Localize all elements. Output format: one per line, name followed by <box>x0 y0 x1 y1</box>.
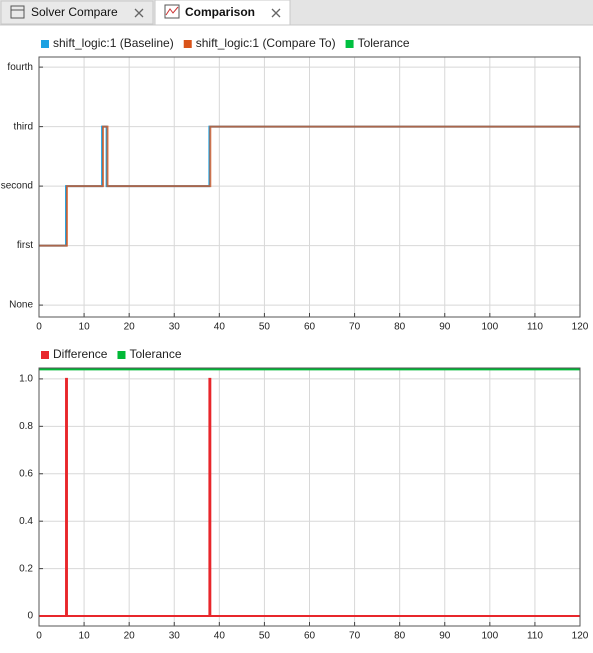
x-tick-label: 60 <box>304 322 316 333</box>
plot-border <box>38 56 581 318</box>
tab-icon <box>10 5 25 19</box>
x-tick-label: 50 <box>259 322 271 333</box>
y-tick-label: 0.8 <box>19 421 33 432</box>
x-tick-label: 90 <box>439 631 451 642</box>
y-tick-label: 0 <box>27 611 33 622</box>
tab-active[interactable] <box>154 0 291 26</box>
series-line <box>39 125 580 247</box>
x-tick-label: 0 <box>36 322 42 333</box>
y-tick-label: second <box>1 181 33 192</box>
legend-swatch <box>117 351 126 359</box>
y-tick-label: first <box>17 240 33 251</box>
tab-label: Comparison <box>185 5 255 19</box>
y-tick-label: 0.6 <box>19 468 33 479</box>
plot-border <box>38 367 581 627</box>
x-tick-label: 60 <box>304 631 316 642</box>
x-tick-label: 40 <box>214 631 226 642</box>
y-tick-label: fourth <box>7 62 33 73</box>
x-tick-label: 20 <box>124 631 136 642</box>
y-tick-label: 0.4 <box>19 516 33 527</box>
legend-label: Tolerance <box>358 36 410 50</box>
x-tick-label: 20 <box>124 322 136 333</box>
x-tick-label: 120 <box>572 631 589 642</box>
x-tick-label: 80 <box>394 631 406 642</box>
close-icon[interactable] <box>134 8 144 18</box>
legend-label: shift_logic:1 (Compare To) <box>196 36 336 50</box>
x-tick-label: 70 <box>349 631 361 642</box>
x-tick-label: 30 <box>169 322 181 333</box>
legend-swatch <box>183 40 192 48</box>
x-tick-label: 10 <box>79 322 91 333</box>
x-tick-label: 100 <box>481 322 498 333</box>
y-tick-label: 1.0 <box>19 374 33 385</box>
y-tick-label: 0.2 <box>19 563 33 574</box>
x-tick-label: 40 <box>214 322 226 333</box>
x-tick-label: 90 <box>439 322 451 333</box>
x-tick-label: 110 <box>527 322 543 333</box>
close-icon[interactable] <box>271 8 281 18</box>
legend-label: Tolerance <box>129 347 181 361</box>
x-tick-label: 100 <box>481 631 498 642</box>
y-tick-label: third <box>14 121 33 132</box>
legend-swatch <box>41 351 49 359</box>
x-tick-label: 30 <box>169 631 181 642</box>
legend-swatch <box>345 40 354 48</box>
legend-label: Difference <box>53 347 108 361</box>
x-tick-label: 110 <box>527 631 543 642</box>
x-tick-label: 70 <box>349 322 361 333</box>
legend-swatch <box>41 40 49 48</box>
tab[interactable] <box>0 0 154 25</box>
x-tick-label: 0 <box>36 631 42 642</box>
y-tick-label: None <box>9 300 33 311</box>
series-line <box>39 377 580 618</box>
x-tick-label: 120 <box>572 322 589 333</box>
x-tick-label: 80 <box>394 322 406 333</box>
legend-label: shift_logic:1 (Baseline) <box>53 36 174 50</box>
tab-icon <box>165 6 179 16</box>
tab-label: Solver Compare <box>31 5 118 19</box>
x-tick-label: 50 <box>259 631 271 642</box>
x-tick-label: 10 <box>79 631 91 642</box>
